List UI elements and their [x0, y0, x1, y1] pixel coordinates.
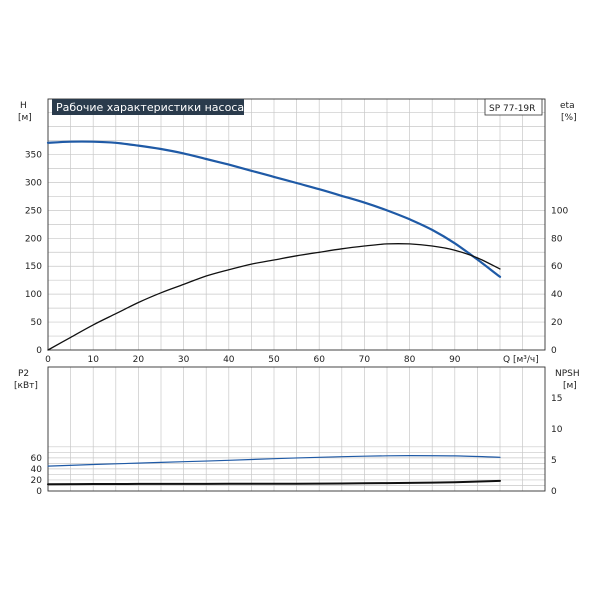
y-tick-label-h: 250: [25, 206, 42, 216]
title-banner: [52, 99, 244, 115]
y-axis-unit-h: [м]: [18, 113, 32, 123]
y2-tick-label-npsh: 15: [551, 394, 562, 404]
y-tick-label-h: 350: [25, 151, 42, 161]
bottom-plot-frame: [47, 366, 546, 492]
grid-lines: [47, 99, 545, 492]
y-tick-label-p2: 20: [31, 476, 43, 486]
y2-tick-label-npsh: 5: [551, 456, 557, 466]
y2-tick-label-eta: 40: [551, 290, 563, 300]
x-tick-label: 50: [268, 355, 280, 365]
y2-tick-label-npsh: 0: [551, 487, 557, 497]
y-tick-label-p2: 60: [31, 454, 43, 464]
y2-axis-unit-npsh: [м]: [563, 381, 577, 391]
top-plot-frame: [47, 98, 546, 351]
y2-tick-label-eta: 80: [551, 234, 563, 244]
y-tick-label-h: 200: [25, 234, 42, 244]
y2-axis-unit-eta: [%]: [561, 113, 577, 123]
y-axis-label-p2: P2: [18, 369, 29, 379]
chart-title: Рабочие характеристики насоса: [56, 101, 244, 114]
y-tick-label-h: 100: [25, 290, 42, 300]
plot-frames: [47, 98, 546, 492]
y-axis-unit-p2: [кВт]: [14, 381, 38, 391]
efficiency-curve-eta: [47, 243, 501, 351]
x-tick-label: 90: [449, 355, 461, 365]
y-tick-label-h: 0: [36, 346, 42, 356]
x-tick-label: 20: [133, 355, 145, 365]
y2-tick-label-eta: 0: [551, 346, 557, 356]
x-tick-label: 10: [87, 355, 99, 365]
y2-tick-label-eta: 100: [551, 206, 568, 216]
head-curve-h: [46, 140, 502, 278]
data-series: [46, 140, 502, 486]
y-tick-label-p2: 40: [31, 465, 43, 475]
y2-tick-label-npsh: 10: [551, 425, 563, 435]
power-curve-p2: [47, 454, 501, 467]
y-tick-label-p2: 0: [36, 487, 42, 497]
npsh-curve: [47, 479, 501, 486]
x-tick-label: 40: [223, 355, 235, 365]
y-tick-label-h: 300: [25, 178, 42, 188]
x-tick-label: 0: [45, 355, 51, 365]
x-axis-label-q: Q [м³/ч]: [503, 355, 539, 365]
y2-tick-label-eta: 60: [551, 262, 563, 272]
y-tick-label-h: 50: [31, 318, 43, 328]
model-badge: [484, 98, 543, 116]
y-axis-label-h: H: [20, 101, 27, 111]
y2-axis-label-eta: eta: [560, 101, 575, 111]
x-tick-label: 60: [313, 355, 325, 365]
tick-labels: 0 10 20 30 40 50 60 70 80 90050100150200250300350…: [25, 151, 569, 497]
y-tick-label-h: 150: [25, 262, 42, 272]
model-label: SP 77-19R: [489, 104, 535, 114]
x-tick-label: 30: [178, 355, 190, 365]
y2-axis-label-npsh: NPSH: [555, 369, 580, 379]
x-tick-label: 80: [404, 355, 416, 365]
y2-tick-label-eta: 20: [551, 318, 563, 328]
x-tick-label: 70: [359, 355, 371, 365]
